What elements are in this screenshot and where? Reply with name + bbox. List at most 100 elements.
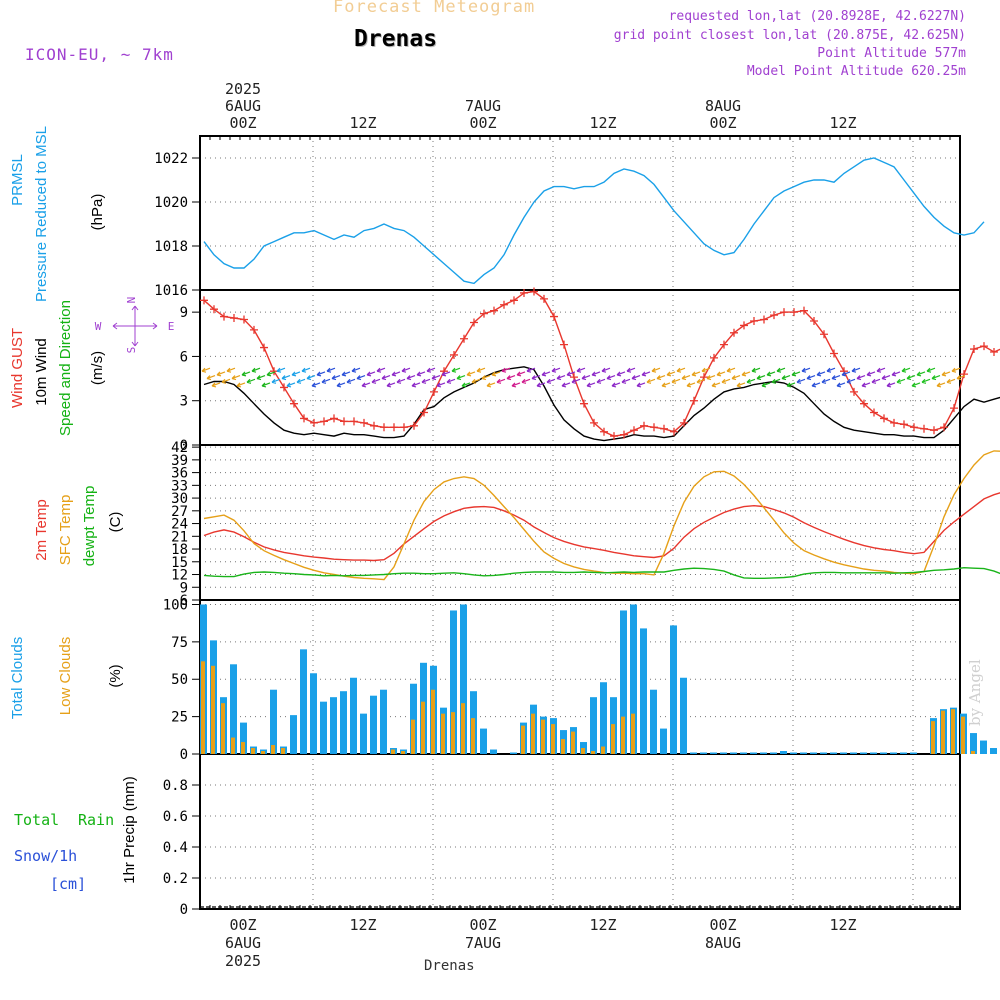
cloud-bar-low (251, 748, 255, 754)
cloud-bar-total (680, 677, 687, 754)
wind-arrow (536, 382, 546, 388)
time-label-top: 00Z (229, 114, 256, 132)
cloud-bar-low (211, 665, 215, 754)
cloud-bar-total (990, 748, 997, 754)
gust-marker (290, 399, 298, 408)
cloud-bar-low (601, 746, 605, 754)
cloud-bar-total (510, 752, 517, 754)
y-tick-label: 36 (171, 466, 188, 482)
panel-unit-precip: 1hr Precip (mm) (121, 776, 138, 884)
precip-panel-frame (199, 753, 961, 910)
cloud-bar-total (620, 610, 627, 754)
wind-arrow (256, 375, 266, 381)
gust-marker (960, 370, 968, 379)
wind-arrow (401, 367, 411, 373)
series-10m-wind (203, 366, 1000, 442)
wind-arrow (666, 371, 676, 377)
cloud-bar-low (931, 721, 935, 754)
wind-arrow (851, 367, 861, 373)
cloud-bar-total (450, 610, 457, 754)
gust-marker (460, 334, 468, 343)
wind-arrow (446, 378, 456, 384)
wind-arrow (896, 378, 906, 384)
compass-n: N (125, 297, 138, 304)
cloud-bar-total (310, 673, 317, 754)
wind-arrow (926, 367, 936, 373)
panel-label-wind-gust: Wind GUST (9, 328, 26, 408)
gust-marker (470, 318, 478, 327)
wind-arrow (376, 367, 386, 373)
time-label-bottom: 00Z (229, 916, 256, 934)
cloud-bar-total (860, 752, 867, 754)
wind-arrow (466, 371, 476, 377)
y-tick-label: 6 (180, 349, 188, 365)
wind-arrow (641, 371, 651, 377)
wind-arrow (236, 382, 246, 388)
y-tick-label: 0 (180, 902, 188, 918)
meteogram-title: Forecast Meteogram (333, 0, 536, 17)
wind-arrow (436, 382, 446, 388)
gust-marker (380, 423, 388, 432)
cloud-bar-total (900, 752, 907, 754)
gust-marker (760, 315, 768, 324)
cloud-bar-low (431, 689, 435, 754)
gust-marker (200, 296, 208, 305)
time-label-top: 12Z (349, 114, 376, 132)
wind-arrow (741, 371, 751, 377)
gust-marker (860, 399, 868, 408)
pressure-panel-frame (199, 135, 961, 291)
gust-marker (610, 432, 618, 441)
wind-arrow (341, 371, 351, 377)
gust-marker (650, 423, 658, 432)
panel-unit-clouds: (%) (107, 664, 124, 687)
cloud-bar-low (421, 701, 425, 754)
gust-marker (420, 408, 428, 417)
time-label-bottom: 00Z (709, 916, 736, 934)
wind-arrow (631, 375, 641, 381)
time-label-top: 6AUG (225, 97, 261, 115)
time-label-bottom: 12Z (829, 916, 856, 934)
station-name: Drenas (354, 26, 438, 52)
wind-arrow (906, 375, 916, 381)
wind-arrow (251, 367, 261, 373)
cloud-bar-low (201, 661, 205, 754)
wind-arrow (506, 375, 516, 381)
y-tick-label: 6 (180, 593, 188, 609)
wind-arrow (661, 382, 671, 388)
gust-marker (820, 330, 828, 339)
panel-label-low-clouds: Low Clouds (57, 637, 74, 715)
wind-arrow (781, 375, 791, 381)
gust-marker (580, 399, 588, 408)
wind-arrow (916, 371, 926, 377)
wind-arrow (936, 382, 946, 388)
cloud-bar-total (240, 722, 247, 754)
cloud-bar-total (750, 752, 757, 754)
y-tick-label: 27 (171, 504, 188, 520)
y-tick-label: 1018 (154, 239, 188, 255)
wind-arrow (686, 382, 696, 388)
panel-label-speed-direction: Speed and Direction (57, 300, 74, 436)
cloud-bar-total (730, 752, 737, 754)
gust-marker (330, 414, 338, 423)
y-tick-label: 100 (163, 597, 188, 613)
wind-arrow (516, 371, 526, 377)
gust-marker (320, 417, 328, 426)
y-tick-label: 15 (171, 555, 188, 571)
cloud-bar-total (700, 752, 707, 754)
y-tick-label: 0 (180, 747, 188, 763)
wind-arrow (556, 375, 566, 381)
cloud-bar-total (670, 625, 677, 754)
cloud-bar-low (541, 719, 545, 754)
wind-arrow (881, 375, 891, 381)
wind-arrow (291, 371, 301, 377)
wind-arrow (891, 371, 901, 377)
cloud-bar-total (810, 752, 817, 754)
wind-arrow (861, 382, 871, 388)
wind-arrow (576, 367, 586, 373)
compass-e: E (168, 320, 175, 333)
cloud-bar-low (281, 748, 285, 754)
cloud-bar-low (621, 716, 625, 754)
wind-arrow (671, 378, 681, 384)
wind-arrow (751, 367, 761, 373)
